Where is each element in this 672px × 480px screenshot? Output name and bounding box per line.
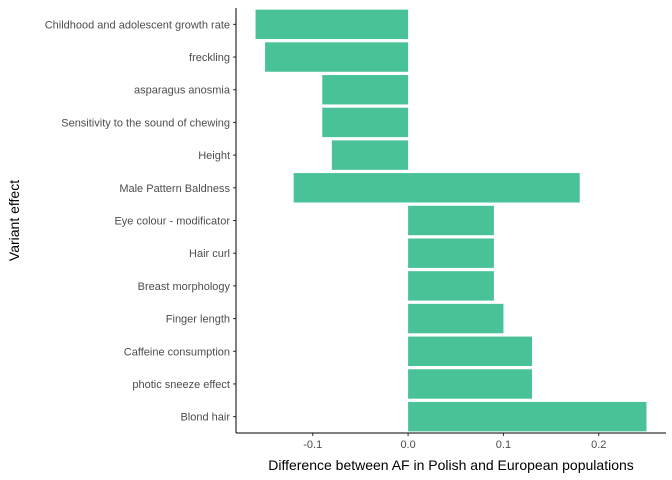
- y-tick-label: Breast morphology: [138, 281, 231, 293]
- y-tick-label: Caffeine consumption: [124, 346, 230, 358]
- y-tick-label: freckling: [189, 52, 230, 64]
- bar: [408, 205, 494, 236]
- y-tick-label: Sensitivity to the sound of chewing: [61, 117, 230, 129]
- bar: [322, 75, 409, 105]
- y-ticks: Childhood and adolescent growth rate frec…: [45, 19, 236, 424]
- bars-group: [255, 9, 647, 432]
- y-tick-label: Eye colour - modificator: [114, 216, 230, 228]
- x-tick-label: 0.1: [496, 439, 511, 451]
- y-tick-label: Height: [198, 150, 230, 162]
- y-tick-label: photic sneeze effect: [132, 379, 230, 391]
- bar: [265, 42, 409, 72]
- bar: [255, 9, 409, 40]
- x-tick-label: 0.0: [400, 439, 415, 451]
- y-tick-label: Blond hair: [180, 412, 230, 424]
- y-tick-label: Finger length: [166, 314, 230, 326]
- bar: [408, 271, 494, 301]
- bar: [408, 238, 494, 268]
- bar: [408, 336, 533, 366]
- bar: [408, 369, 533, 399]
- y-axis-title: Variant effect: [6, 180, 22, 261]
- x-axis-title: Difference between AF in Polish and Euro…: [268, 457, 634, 473]
- x-ticks: -0.1 0.0 0.1 0.2: [303, 433, 606, 451]
- bar: [408, 303, 504, 334]
- x-tick-label: -0.1: [303, 439, 322, 451]
- bar: [408, 401, 647, 432]
- bar: [322, 107, 409, 138]
- bar: [293, 173, 580, 203]
- y-tick-label: Childhood and adolescent growth rate: [45, 19, 230, 31]
- y-tick-label: Hair curl: [189, 248, 230, 260]
- x-tick-label: 0.2: [591, 439, 606, 451]
- bar: [331, 140, 409, 170]
- y-tick-label: Male Pattern Baldness: [119, 183, 230, 195]
- y-tick-label: asparagus anosmia: [134, 85, 231, 97]
